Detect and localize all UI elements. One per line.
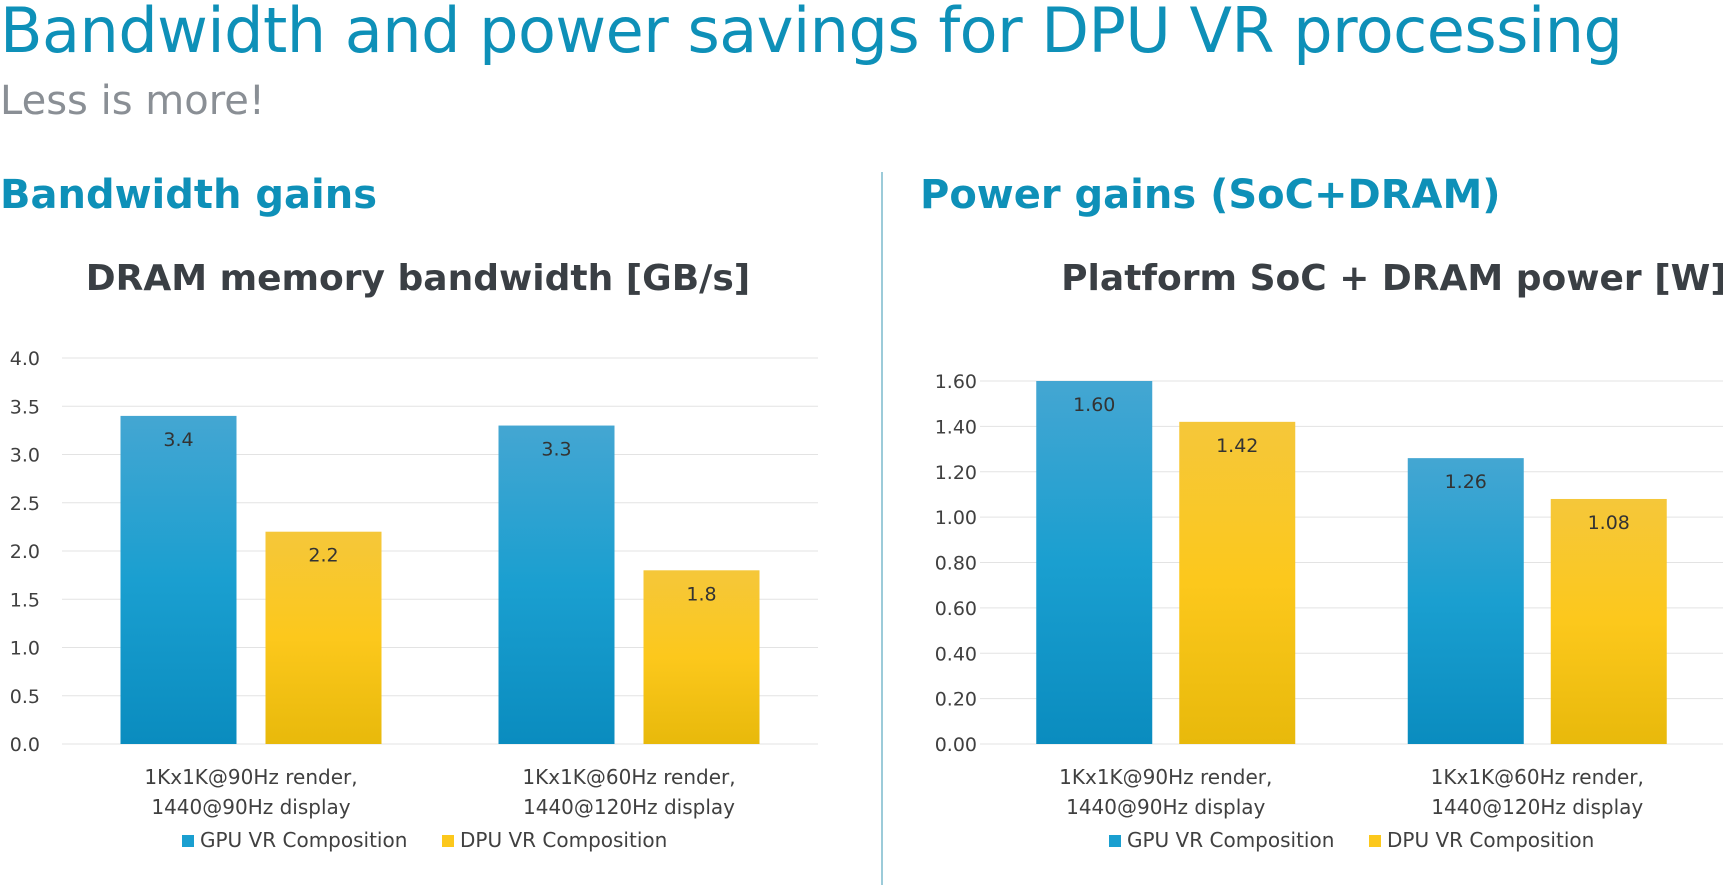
legend-label: GPU VR Composition — [1127, 828, 1334, 852]
bar-gpu — [1407, 458, 1524, 744]
y-tick-label: 1.20 — [935, 462, 977, 484]
y-tick-label: 3.0 — [10, 445, 40, 467]
y-tick-label: 2.0 — [10, 541, 40, 563]
y-tick-label: 0.20 — [935, 689, 977, 711]
category-label: 1Kx1K@60Hz render, — [1431, 765, 1644, 789]
y-tick-label: 2.5 — [10, 493, 40, 515]
legend-label: GPU VR Composition — [200, 828, 407, 852]
y-tick-label: 0.00 — [935, 734, 977, 756]
category-label: 1440@120Hz display — [523, 795, 735, 819]
data-label: 3.3 — [541, 439, 571, 461]
data-label: 3.4 — [163, 429, 193, 451]
chart-title: DRAM memory bandwidth [GB/s] — [86, 258, 750, 299]
data-label: 2.2 — [308, 545, 338, 567]
data-label: 1.08 — [1588, 512, 1630, 534]
legend-label: DPU VR Composition — [1387, 828, 1594, 852]
category-label: 1440@120Hz display — [1431, 795, 1643, 819]
category-label: 1440@90Hz display — [151, 795, 350, 819]
legend-swatch — [1109, 835, 1121, 847]
y-tick-label: 1.00 — [935, 507, 977, 529]
data-label: 1.8 — [686, 583, 716, 605]
slide-title: Bandwidth and power savings for DPU VR p… — [0, 0, 1623, 67]
bar-gpu — [498, 425, 615, 744]
power-chart: Platform SoC + DRAM power [W] 0.00 0.20 0.4… — [935, 258, 1723, 852]
y-tick-label: 1.60 — [935, 371, 977, 393]
y-tick-label: 1.5 — [10, 589, 40, 611]
y-tick-label: 0.40 — [935, 643, 977, 665]
legend-swatch — [182, 835, 194, 847]
y-tick-label: 0.0 — [10, 734, 40, 756]
category-label: 1Kx1K@90Hz render, — [1059, 765, 1272, 789]
bar-dpu — [265, 531, 382, 744]
bar-dpu — [1550, 498, 1667, 744]
data-label: 1.42 — [1216, 435, 1258, 457]
slide-subtitle: Less is more! — [0, 78, 265, 124]
bar-gpu — [1036, 381, 1153, 744]
legend-label: DPU VR Composition — [460, 828, 667, 852]
y-tick-label: 4.0 — [10, 348, 40, 370]
chart-title: Platform SoC + DRAM power [W] — [1061, 258, 1723, 299]
power-section-heading: Power gains (SoC+DRAM) — [920, 172, 1501, 218]
bandwidth-chart: DRAM memory bandwidth [GB/s] 0.0 0.5 1.0 1.5… — [10, 258, 818, 852]
y-tick-label: 0.60 — [935, 598, 977, 620]
legend-swatch — [1369, 835, 1381, 847]
y-tick-label: 1.0 — [10, 638, 40, 660]
category-label: 1Kx1K@90Hz render, — [144, 765, 357, 789]
data-label: 1.26 — [1445, 471, 1487, 493]
y-tick-label: 1.40 — [935, 416, 977, 438]
category-label: 1Kx1K@60Hz render, — [522, 765, 735, 789]
bandwidth-section-heading: Bandwidth gains — [0, 172, 378, 218]
bar-dpu — [643, 570, 760, 744]
section-divider — [881, 172, 883, 885]
legend-swatch — [442, 835, 454, 847]
y-tick-label: 0.80 — [935, 553, 977, 575]
bar-dpu — [1179, 421, 1296, 744]
data-label: 1.60 — [1073, 394, 1115, 416]
y-tick-label: 0.5 — [10, 686, 40, 708]
category-label: 1440@90Hz display — [1066, 795, 1265, 819]
y-tick-label: 3.5 — [10, 396, 40, 418]
bar-gpu — [120, 415, 237, 744]
